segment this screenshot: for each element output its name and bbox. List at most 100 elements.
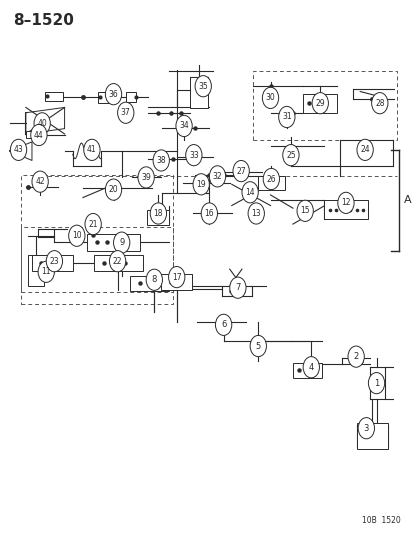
- Circle shape: [38, 261, 54, 282]
- FancyBboxPatch shape: [356, 423, 387, 449]
- Circle shape: [215, 314, 231, 335]
- FancyBboxPatch shape: [28, 255, 44, 286]
- FancyBboxPatch shape: [130, 276, 168, 292]
- Circle shape: [368, 373, 384, 394]
- Text: 25: 25: [285, 151, 295, 160]
- Text: 29: 29: [315, 99, 324, 108]
- Text: 31: 31: [281, 112, 291, 122]
- Circle shape: [262, 87, 278, 109]
- Text: 43: 43: [14, 146, 23, 155]
- Circle shape: [249, 335, 266, 357]
- FancyBboxPatch shape: [302, 94, 336, 113]
- Text: 22: 22: [113, 257, 122, 265]
- Circle shape: [10, 139, 26, 160]
- Text: 1: 1: [373, 378, 378, 387]
- Text: 26: 26: [266, 174, 275, 183]
- Text: 15: 15: [300, 206, 309, 215]
- Circle shape: [176, 115, 192, 136]
- Circle shape: [34, 113, 50, 134]
- Circle shape: [150, 203, 166, 224]
- Circle shape: [201, 203, 217, 224]
- Text: 7: 7: [235, 283, 240, 292]
- Circle shape: [109, 251, 126, 272]
- Circle shape: [209, 166, 225, 187]
- Text: 35: 35: [198, 82, 208, 91]
- Circle shape: [296, 200, 313, 221]
- Text: 19: 19: [196, 180, 206, 189]
- Circle shape: [83, 139, 100, 160]
- Text: 38: 38: [156, 156, 166, 165]
- Circle shape: [69, 225, 85, 246]
- Circle shape: [113, 232, 130, 253]
- Text: 8–1520: 8–1520: [14, 13, 74, 28]
- Text: 41: 41: [87, 146, 97, 155]
- FancyBboxPatch shape: [87, 233, 140, 251]
- Text: A: A: [403, 195, 411, 205]
- Circle shape: [117, 102, 133, 123]
- FancyBboxPatch shape: [258, 176, 284, 190]
- Circle shape: [46, 251, 62, 272]
- Circle shape: [105, 179, 121, 200]
- Text: 5: 5: [255, 342, 260, 351]
- Text: 21: 21: [88, 220, 97, 229]
- Text: 34: 34: [179, 122, 188, 131]
- Circle shape: [31, 124, 47, 146]
- FancyBboxPatch shape: [32, 255, 73, 271]
- Text: 24: 24: [359, 146, 369, 155]
- Circle shape: [138, 167, 154, 188]
- Text: 36: 36: [108, 90, 118, 99]
- Circle shape: [192, 174, 209, 195]
- FancyBboxPatch shape: [323, 200, 368, 219]
- Text: 32: 32: [212, 172, 222, 181]
- Circle shape: [153, 150, 169, 171]
- Circle shape: [247, 203, 264, 224]
- FancyBboxPatch shape: [161, 274, 191, 290]
- Text: 23: 23: [50, 257, 59, 265]
- Text: 11: 11: [41, 268, 51, 276]
- Text: 2: 2: [353, 352, 358, 361]
- Text: 6: 6: [221, 320, 226, 329]
- Text: 10B  1520: 10B 1520: [361, 516, 400, 525]
- Text: 42: 42: [35, 177, 45, 186]
- Circle shape: [146, 269, 162, 290]
- FancyBboxPatch shape: [26, 131, 36, 138]
- Text: 9: 9: [119, 238, 124, 247]
- FancyBboxPatch shape: [94, 255, 143, 271]
- Text: 17: 17: [171, 272, 181, 281]
- FancyBboxPatch shape: [292, 363, 322, 378]
- FancyBboxPatch shape: [98, 92, 114, 103]
- Text: 27: 27: [236, 166, 245, 175]
- Text: 12: 12: [340, 198, 350, 207]
- Circle shape: [302, 357, 319, 378]
- Circle shape: [337, 192, 353, 214]
- Circle shape: [311, 93, 328, 114]
- Circle shape: [185, 144, 202, 166]
- Circle shape: [85, 214, 101, 235]
- Text: 33: 33: [188, 151, 198, 160]
- Text: 30: 30: [265, 93, 275, 102]
- Text: 37: 37: [121, 108, 131, 117]
- Circle shape: [347, 346, 363, 367]
- FancyBboxPatch shape: [45, 92, 62, 101]
- Text: 16: 16: [204, 209, 214, 218]
- Circle shape: [32, 171, 48, 192]
- Text: 4: 4: [308, 363, 313, 372]
- Text: 3: 3: [363, 424, 368, 433]
- Text: 14: 14: [245, 188, 254, 197]
- Text: 44: 44: [34, 131, 44, 140]
- Text: 8: 8: [151, 275, 157, 284]
- Circle shape: [168, 266, 185, 288]
- Circle shape: [105, 84, 121, 105]
- Circle shape: [371, 93, 387, 114]
- Circle shape: [282, 144, 298, 166]
- Circle shape: [263, 168, 279, 190]
- FancyBboxPatch shape: [147, 211, 168, 225]
- Circle shape: [356, 139, 373, 160]
- Circle shape: [195, 76, 211, 97]
- Text: 39: 39: [141, 173, 151, 182]
- Text: 10: 10: [72, 231, 81, 240]
- Text: 28: 28: [374, 99, 384, 108]
- Text: 18: 18: [153, 209, 163, 218]
- Circle shape: [229, 277, 245, 298]
- Circle shape: [357, 418, 374, 439]
